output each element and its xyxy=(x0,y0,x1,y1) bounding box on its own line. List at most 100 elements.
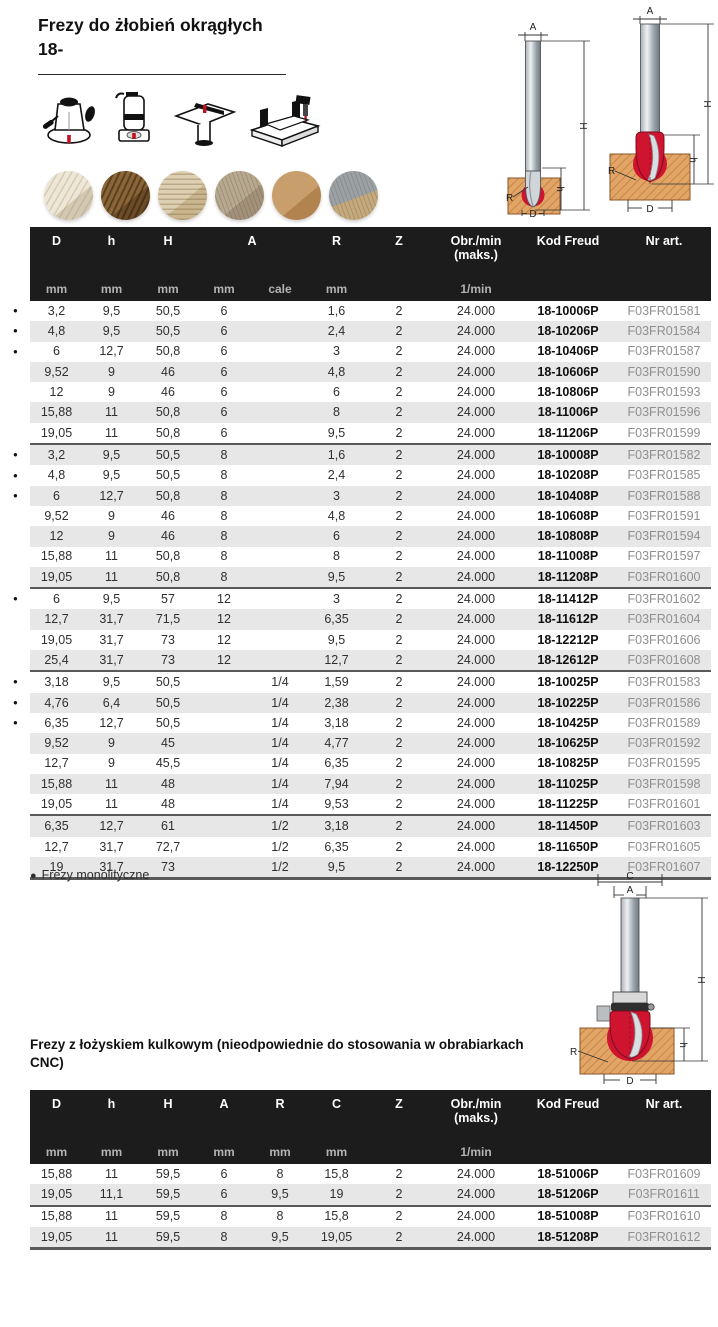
bit-diagram-bearing: C A h H R D xyxy=(570,871,708,1087)
table-row: 19,05 11 48 1/4 9,53 2 24.000 18-11225P F03FR016… xyxy=(6,794,711,816)
marker-cell xyxy=(6,650,30,672)
unit-header xyxy=(365,274,433,301)
table-row: 19,05 31,7 73 12 9,5 2 24.000 18-12212P F03FR016… xyxy=(6,629,711,651)
cell-H: 59,5 xyxy=(140,1204,196,1227)
cell-rpm: 24.000 xyxy=(433,402,519,423)
marker-column-unit xyxy=(6,1137,30,1164)
cell-h: 9,5 xyxy=(102,303,121,318)
column-header-label: Z xyxy=(395,1097,403,1111)
dim-label-d: D xyxy=(646,204,653,215)
cell-kod: 18-11650P xyxy=(537,839,599,854)
cell-rpm: 24.000 xyxy=(433,526,519,547)
cell-H: 46 xyxy=(140,361,196,383)
cell-H: 71,5 xyxy=(140,609,196,630)
column-header-label: h xyxy=(107,234,116,248)
cell-d: 4,76 xyxy=(30,692,83,713)
cell-z: 2 xyxy=(395,425,403,440)
cell-a_mm: 6 xyxy=(220,344,228,359)
monolithic-dot-icon: ● xyxy=(6,712,30,734)
cell-d: 3,2 xyxy=(47,303,66,318)
cell-rpm: 24.000 xyxy=(456,839,496,854)
cell-r: 3 xyxy=(308,587,365,610)
cell-H: 50,8 xyxy=(140,566,196,589)
unit-header: 1/min xyxy=(433,274,519,301)
cell-d: 12 xyxy=(30,526,83,547)
marker-cell xyxy=(6,857,30,879)
bit-diagram-red-head: A h H R D xyxy=(608,6,714,215)
cell-r: 8 xyxy=(276,1166,284,1181)
cell-a_cale: 1/2 xyxy=(252,814,308,837)
unit-header: mm xyxy=(252,1137,308,1164)
cell-a_mm: 6 xyxy=(220,425,228,440)
cell-H: 46 xyxy=(161,385,175,400)
cell-a_cale xyxy=(252,485,308,506)
cell-kod: 18-51206P xyxy=(519,1184,617,1206)
cell-r: 1,6 xyxy=(308,443,365,466)
cell-a_cale xyxy=(252,609,308,630)
table-row: 19 31,7 73 1/2 9,5 2 24.000 18-12250P F03FR01607 xyxy=(6,857,711,881)
dim-label-h: h xyxy=(687,157,698,163)
table-row: 9,52 9 46 8 4,8 2 24.000 18-10608P F03FR01591 xyxy=(6,505,711,527)
unit-header: mm xyxy=(308,274,365,301)
cell-h: 9 xyxy=(83,526,140,547)
cell-r: 2,4 xyxy=(308,321,365,342)
cell-z: 2 xyxy=(395,303,403,318)
cell-a_mm: 6 xyxy=(196,321,252,342)
cell-h: 12,7 xyxy=(99,715,124,730)
monolithic-dot-icon: ● xyxy=(6,692,30,713)
bit-diagram-straight: A h H R D xyxy=(506,22,590,218)
cell-rpm: 24.000 xyxy=(456,385,496,400)
cell-z: 2 xyxy=(365,587,433,610)
cell-kod: 18-10225P xyxy=(519,692,617,713)
cell-d: 3,2 xyxy=(30,443,83,466)
page-title: Frezy do żłobień okrągłych 18- xyxy=(38,14,263,61)
cell-H: 45 xyxy=(140,733,196,754)
cell-h: 31,7 xyxy=(83,609,140,630)
cell-r: 6 xyxy=(308,526,365,547)
machine-icons-row xyxy=(40,90,322,148)
cell-d: 4,8 xyxy=(47,468,66,483)
column-header: Z xyxy=(365,1090,433,1137)
cell-H: 46 xyxy=(161,508,175,523)
column-header: A xyxy=(196,1090,252,1137)
table-row: ● 6 12,7 50,8 8 3 2 24.000 18-10408P F03FR01588 xyxy=(6,485,711,506)
cell-z: 2 xyxy=(365,485,433,506)
cell-a_cale: 1/2 xyxy=(271,839,289,854)
cell-kod: 18-11225P xyxy=(537,797,599,812)
marker-cell xyxy=(6,422,30,445)
cell-nr: F03FR01587 xyxy=(627,344,701,359)
cell-kod: 18-10025P xyxy=(519,670,617,693)
cell-H: 50,5 xyxy=(140,670,196,693)
cell-h: 11,1 xyxy=(83,1184,140,1206)
cell-z: 2 xyxy=(365,609,433,630)
cell-nr: F03FR01608 xyxy=(617,650,711,672)
cell-nr: F03FR01596 xyxy=(617,402,711,423)
cell-rpm: 24.000 xyxy=(433,587,519,610)
trim-router-icon xyxy=(115,92,150,142)
cell-kod: 18-51208P xyxy=(519,1226,617,1251)
cell-d: 19,05 xyxy=(30,566,83,589)
cell-kod: 18-11025P xyxy=(519,773,617,795)
cell-a_mm: 8 xyxy=(196,566,252,589)
cell-a_mm xyxy=(196,814,252,837)
marker-cell xyxy=(6,1184,30,1206)
cell-d: 15,88 xyxy=(30,773,83,795)
column-header-label: Obr./min (maks.) xyxy=(450,234,502,263)
cell-r: 1,59 xyxy=(308,670,365,693)
cell-h: 9 xyxy=(83,733,140,754)
table-row: 19,05 11 50,8 6 9,5 2 24.000 18-11206P F03FR0159… xyxy=(6,422,711,445)
table-row: ● 3,18 9,5 50,5 1/4 1,59 2 24.000 18-10025P F03FR… xyxy=(6,670,711,693)
cell-h: 9 xyxy=(108,508,115,523)
title-divider xyxy=(38,74,286,75)
cell-H: 48 xyxy=(161,797,175,812)
column-header: Kod Freud xyxy=(519,1090,617,1137)
cell-d: 4,8 xyxy=(30,321,83,342)
cell-rpm: 24.000 xyxy=(433,485,519,506)
monolithic-dot-icon: ● xyxy=(6,588,30,610)
column-header: R xyxy=(252,1090,308,1137)
cell-a_mm: 6 xyxy=(196,361,252,383)
cell-h: 11 xyxy=(83,773,140,795)
cell-z: 2 xyxy=(365,1226,433,1251)
